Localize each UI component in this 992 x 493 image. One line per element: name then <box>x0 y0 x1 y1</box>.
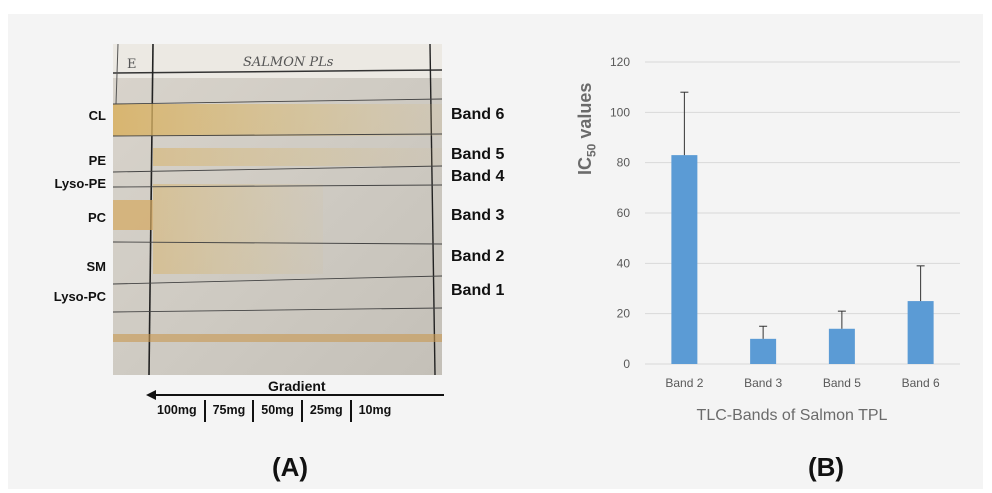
band-label-1: Band 1 <box>451 282 505 299</box>
y-tick-label: 60 <box>617 206 631 220</box>
y-tick-label: 120 <box>610 55 630 69</box>
lipid-label-pc: PC <box>87 210 106 225</box>
gradient-arrow-icon <box>146 390 444 400</box>
bar <box>907 301 934 364</box>
band-label-4: Band 4 <box>451 168 505 185</box>
band-label-6: Band 6 <box>451 106 505 123</box>
error-bar <box>759 325 768 339</box>
sheet-title: SALMON PLs <box>243 55 334 70</box>
error-bar <box>916 265 925 302</box>
y-tick-label: 40 <box>617 256 631 270</box>
error-bar <box>680 91 689 156</box>
amount-label: 100mg <box>150 400 206 422</box>
amount-scale: 100mg 75mg 50mg 25mg 10mg <box>150 400 398 422</box>
y-tick-label: 100 <box>610 105 630 119</box>
panel-b-letter: (B) <box>808 452 845 482</box>
chart-gridlines <box>645 61 960 365</box>
x-tick-label: Band 5 <box>823 376 861 390</box>
lipid-label-lyso-pc: Lyso-PC <box>53 289 106 304</box>
amount-label: 75mg <box>206 400 255 422</box>
lipid-label-sm: SM <box>86 259 107 274</box>
y-axis-title: IC50 values <box>575 83 599 175</box>
amount-label: 50mg <box>254 400 303 422</box>
x-tick-label: Band 2 <box>665 376 703 390</box>
y-tick-label: 20 <box>617 307 631 321</box>
y-tick-label: 0 <box>623 357 630 371</box>
bar <box>671 155 698 364</box>
y-axis-title-rest: values <box>575 82 595 144</box>
y-axis-title-main: IC <box>575 157 595 175</box>
y-tick-label: 80 <box>617 156 631 170</box>
y-axis-title-subscript: 50 <box>584 143 599 157</box>
x-tick-label: Band 6 <box>902 376 940 390</box>
lipid-label-lyso-pe: Lyso-PE <box>54 176 106 191</box>
corner-mark: E <box>127 57 137 72</box>
ic50-bar-chart: 0 20 40 60 80 100 120 Band 2 Band 3 Band 5 Band 6… <box>610 55 960 424</box>
gradient-label: Gradient <box>268 378 326 394</box>
chart-bars <box>671 155 934 364</box>
bar <box>750 338 777 364</box>
x-axis-title: TLC-Bands of Salmon TPL <box>697 407 888 424</box>
band-label-3: Band 3 <box>451 207 505 224</box>
tlc-plate-photo: SALMON PLs E <box>113 44 442 375</box>
band-label-2: Band 2 <box>451 248 505 265</box>
lipid-label-cl: CL <box>88 108 106 123</box>
x-tick-labels: Band 2 Band 3 Band 5 Band 6 <box>665 376 940 390</box>
bar <box>828 328 855 364</box>
y-tick-labels: 0 20 40 60 80 100 120 <box>610 55 630 371</box>
x-tick-label: Band 3 <box>744 376 782 390</box>
amount-label: 10mg <box>358 403 392 417</box>
amount-label: 25mg <box>303 400 352 422</box>
chart-error-bars <box>680 91 925 339</box>
error-bar <box>837 310 846 329</box>
lipid-label-pe: PE <box>88 153 106 168</box>
panel-a-letter: (A) <box>272 452 309 482</box>
band-label-5: Band 5 <box>451 146 505 163</box>
